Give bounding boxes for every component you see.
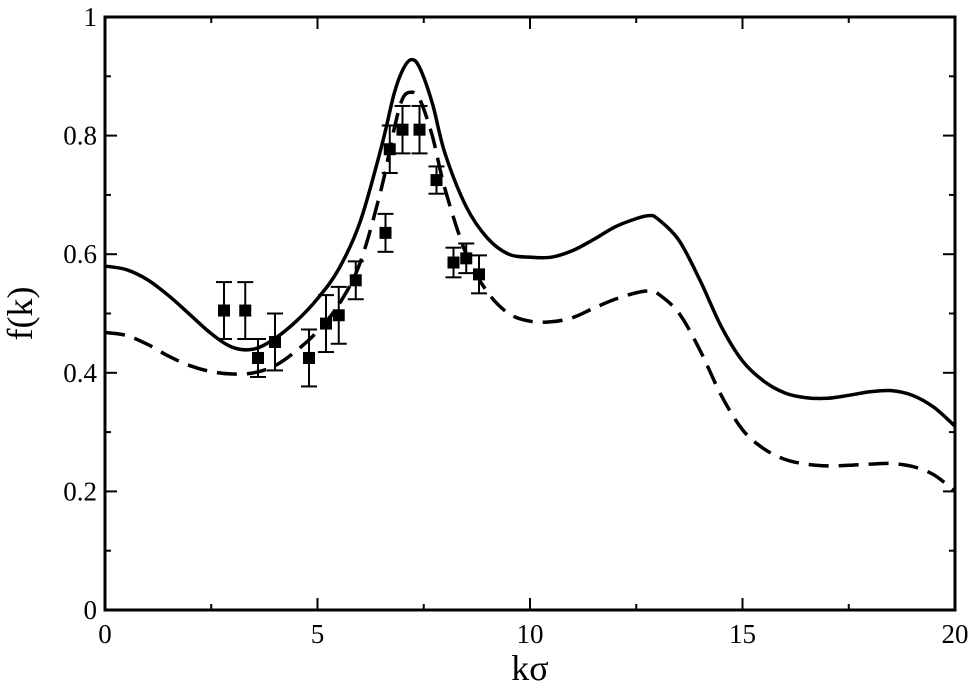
- y-tick-label: 0.6: [63, 239, 97, 269]
- x-tick-label: 10: [517, 619, 544, 649]
- data-point-marker: [349, 274, 362, 287]
- data-point-marker: [413, 123, 426, 136]
- data-point-marker: [239, 304, 252, 317]
- y-axis-title: f(k): [0, 287, 40, 341]
- data-point-marker: [303, 351, 315, 364]
- data-point-marker: [218, 304, 230, 317]
- y-tick-label: 0: [84, 595, 98, 625]
- data-point-marker: [430, 174, 443, 187]
- y-tick-label: 0.2: [63, 476, 97, 506]
- data-point-marker: [473, 268, 485, 281]
- axis-ticks: 0 5 10 15 20 0 0.2 0.4 0.6 0.8 1: [63, 2, 968, 649]
- data-point-marker: [320, 317, 332, 330]
- x-tick-label: 15: [729, 619, 756, 649]
- data-point-marker: [332, 309, 345, 322]
- plot-frame: [103, 15, 957, 612]
- data-point-marker: [460, 252, 473, 265]
- data-point-marker: [269, 335, 281, 348]
- y-tick-label: 1: [84, 2, 98, 32]
- data-point-marker: [383, 143, 396, 156]
- solid-curve: [104, 57, 957, 428]
- x-tick-label: 0: [98, 619, 112, 649]
- data-point-marker: [379, 226, 392, 239]
- x-tick-label: 5: [311, 619, 325, 649]
- series-group: [104, 57, 957, 493]
- y-tick-label: 0.8: [63, 121, 97, 151]
- x-tick-label: 20: [942, 619, 969, 649]
- x-axis-title: kσ: [511, 648, 548, 688]
- data-point-marker: [396, 123, 409, 136]
- y-tick-label: 0.4: [63, 358, 97, 388]
- dashed-curve: [104, 90, 957, 493]
- data-point-marker: [447, 256, 460, 269]
- data-point-marker: [252, 351, 264, 364]
